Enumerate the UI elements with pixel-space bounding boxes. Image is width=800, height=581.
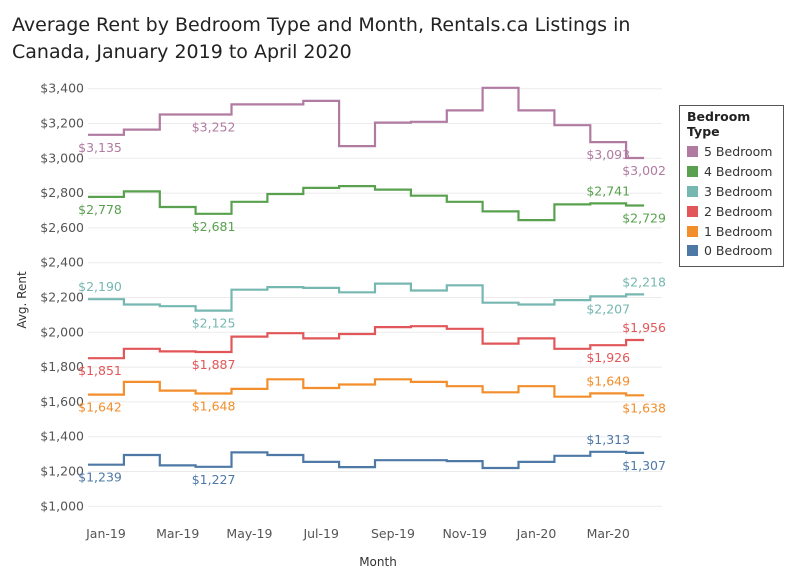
x-tick-label: Mar-20 bbox=[587, 526, 630, 541]
legend-item: 3 Bedroom bbox=[680, 182, 783, 202]
series-line-1-bedroom bbox=[88, 378, 645, 398]
series-line-3-bedroom bbox=[88, 282, 645, 312]
x-tick-label: Jan-20 bbox=[516, 526, 557, 541]
legend-swatch bbox=[687, 205, 698, 217]
data-label: $2,125 bbox=[192, 316, 236, 331]
y-tick-label: $1,800 bbox=[40, 359, 84, 374]
series-lines bbox=[88, 86, 645, 470]
data-label: $2,681 bbox=[192, 219, 236, 234]
data-label: $1,648 bbox=[192, 399, 236, 414]
data-label: $2,741 bbox=[586, 183, 630, 198]
legend-label: 3 Bedroom bbox=[704, 183, 773, 199]
data-labels: $3,135 $3,252 $3,093$3,002 $2,778 $2,681 $2,7… bbox=[78, 119, 666, 486]
series-line-4-bedroom bbox=[88, 185, 645, 222]
legend-swatch bbox=[687, 185, 698, 197]
data-label: $1,649 bbox=[586, 373, 630, 388]
x-tick-label: Mar-19 bbox=[156, 526, 199, 541]
legend-label: 5 Bedroom bbox=[704, 144, 773, 160]
y-tick-label: $1,400 bbox=[40, 429, 84, 444]
gridlines bbox=[88, 88, 662, 507]
legend-title: Bedroom Type bbox=[687, 109, 751, 139]
y-tick-label: $2,200 bbox=[40, 290, 84, 305]
y-tick-label: $2,800 bbox=[40, 185, 84, 200]
data-label: $1,642 bbox=[78, 400, 122, 415]
legend-item: 5 Bedroom bbox=[680, 142, 783, 162]
series-line-2-bedroom bbox=[88, 325, 645, 360]
y-tick-label: $2,600 bbox=[40, 220, 84, 235]
y-tick-label: $2,400 bbox=[40, 255, 84, 270]
data-label: $1,307 bbox=[622, 458, 666, 473]
x-tick-label: May-19 bbox=[226, 526, 272, 541]
y-tick-label: $1,200 bbox=[40, 464, 84, 479]
data-label: $3,093 bbox=[586, 147, 630, 162]
series-line-0-bedroom bbox=[88, 450, 645, 470]
data-label: $2,218 bbox=[622, 274, 666, 289]
legend-items: 5 Bedroom 4 Bedroom 3 Bedroom 2 Bedroom 1 Be… bbox=[680, 142, 783, 261]
legend-item: 0 Bedroom bbox=[680, 241, 783, 261]
legend-label: 4 Bedroom bbox=[704, 164, 773, 180]
x-tick-label: Nov-19 bbox=[442, 526, 487, 541]
x-tick-label: Jan-19 bbox=[85, 526, 126, 541]
data-label: $2,729 bbox=[622, 210, 666, 225]
x-tick-label: Jul-19 bbox=[302, 526, 339, 541]
legend: Bedroom Type 5 Bedroom 4 Bedroom 3 Bedroom… bbox=[679, 105, 784, 267]
y-tick-label: $3,000 bbox=[40, 150, 84, 165]
y-tick-label: $2,000 bbox=[40, 324, 84, 339]
y-tick-label: $1,000 bbox=[40, 498, 84, 513]
y-tick-label: $3,400 bbox=[40, 81, 84, 96]
y-tick-label: $1,600 bbox=[40, 394, 84, 409]
data-label: $1,887 bbox=[192, 357, 236, 372]
axes: $1,000 $1,200 $1,400 $1,600 $1,800 $2,000 $2,2… bbox=[40, 81, 630, 541]
chart-title: Average Rent by Bedroom Type and Month, … bbox=[12, 14, 631, 63]
legend-item: 2 Bedroom bbox=[680, 201, 783, 221]
data-label: $2,778 bbox=[78, 202, 122, 217]
data-label: $1,956 bbox=[622, 320, 666, 335]
legend-label: 2 Bedroom bbox=[704, 203, 773, 219]
legend-swatch bbox=[687, 166, 698, 178]
y-tick-label: $3,200 bbox=[40, 116, 84, 131]
legend-item: 1 Bedroom bbox=[680, 221, 783, 241]
y-axis-title: Avg. Rent bbox=[15, 271, 29, 329]
data-label: $1,313 bbox=[586, 432, 630, 447]
data-label: $1,851 bbox=[78, 363, 122, 378]
x-tick-label: Sep-19 bbox=[371, 526, 415, 541]
data-label: $1,638 bbox=[622, 400, 666, 415]
data-label: $1,239 bbox=[78, 470, 122, 485]
data-label: $1,227 bbox=[192, 472, 236, 487]
legend-swatch bbox=[687, 245, 698, 257]
x-axis-title: Month bbox=[359, 555, 397, 569]
legend-swatch bbox=[687, 225, 698, 237]
legend-label: 1 Bedroom bbox=[704, 223, 773, 239]
series-line-5-bedroom bbox=[88, 86, 645, 160]
data-label: $3,252 bbox=[192, 119, 236, 134]
legend-item: 4 Bedroom bbox=[680, 162, 783, 182]
data-label: $1,926 bbox=[586, 350, 630, 365]
data-label: $2,190 bbox=[78, 279, 122, 294]
data-label: $3,135 bbox=[78, 140, 122, 155]
legend-swatch bbox=[687, 146, 698, 158]
data-label: $2,207 bbox=[586, 301, 630, 316]
legend-label: 0 Bedroom bbox=[704, 243, 773, 259]
data-label: $3,002 bbox=[622, 163, 666, 178]
